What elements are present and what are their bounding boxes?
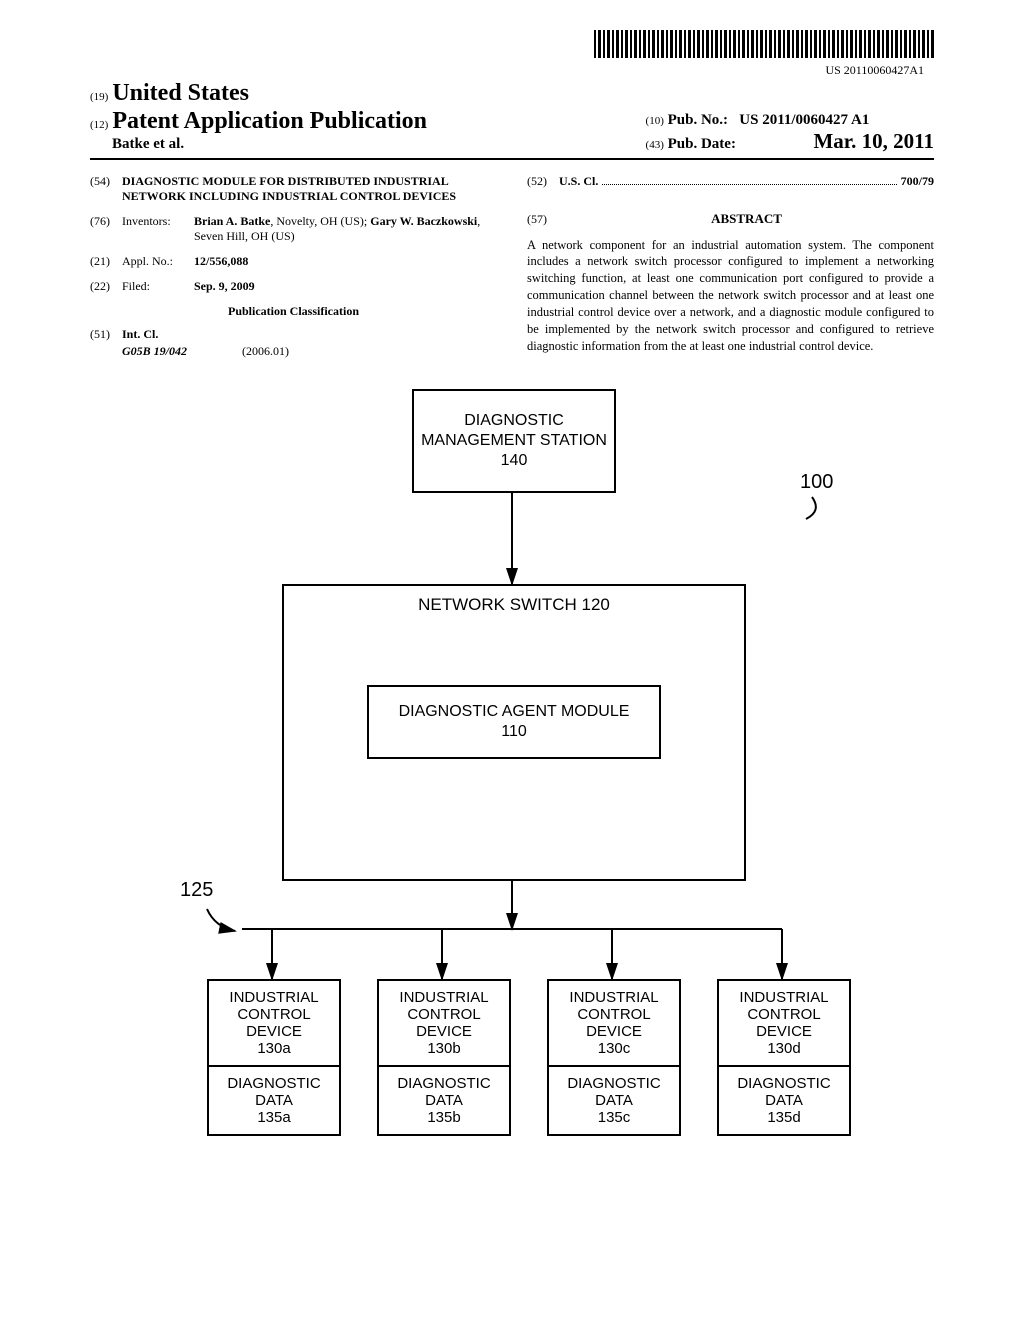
mgmt-num: 140 — [501, 451, 528, 471]
box-device-b: INDUSTRIAL CONTROL DEVICE 130b DIAGNOSTI… — [377, 979, 511, 1136]
intcl-date: (2006.01) — [242, 344, 289, 359]
intcl-class: G05B 19/042 — [122, 344, 242, 359]
code-19: (19) — [90, 91, 108, 103]
figure: 100 125 DIAGNOSTIC MANAGEMENT STATION 14… — [90, 389, 934, 1139]
barcode: US 20110060427A1 — [90, 30, 934, 78]
device-a-data-num: 135a — [213, 1109, 335, 1126]
mgmt-label: DIAGNOSTIC MANAGEMENT STATION — [414, 411, 614, 451]
device-c-data-label: DIAGNOSTIC DATA — [553, 1075, 675, 1109]
header-authors: Batke et al. — [112, 136, 184, 152]
country: United States — [112, 80, 249, 106]
device-d-data-num: 135d — [723, 1109, 845, 1126]
pubno-label: Pub. No.: — [668, 112, 728, 128]
device-b-label: INDUSTRIAL CONTROL DEVICE — [383, 989, 505, 1040]
box-mgmt-station: DIAGNOSTIC MANAGEMENT STATION 140 — [412, 389, 616, 493]
device-a-label: INDUSTRIAL CONTROL DEVICE — [213, 989, 335, 1040]
code-54: (54) — [90, 174, 122, 204]
pub-number: US 2011/0060427 A1 — [739, 112, 869, 128]
switch-label: NETWORK SWITCH 120 — [418, 594, 610, 615]
pub-date: Mar. 10, 2011 — [813, 129, 934, 153]
filed-date: Sep. 9, 2009 — [194, 279, 255, 293]
intcl-label: Int. Cl. — [122, 327, 158, 341]
appl-number: 12/556,088 — [194, 254, 248, 268]
code-57: (57) — [527, 212, 559, 227]
code-43: (43) — [646, 139, 664, 151]
abstract-text: A network component for an industrial au… — [527, 237, 934, 355]
abstract-heading: ABSTRACT — [559, 211, 934, 227]
device-b-data-num: 135b — [383, 1109, 505, 1126]
publication-type: Patent Application Publication — [112, 108, 427, 134]
filed-label: Filed: — [122, 279, 194, 294]
invention-title: DIAGNOSTIC MODULE FOR DISTRIBUTED INDUST… — [122, 174, 497, 204]
box-device-c: INDUSTRIAL CONTROL DEVICE 130c DIAGNOSTI… — [547, 979, 681, 1136]
inventor-2-name: Gary W. Baczkowski — [370, 214, 477, 228]
box-device-a: INDUSTRIAL CONTROL DEVICE 130a DIAGNOSTI… — [207, 979, 341, 1136]
device-d-num: 130d — [723, 1040, 845, 1057]
agent-num: 110 — [501, 722, 527, 742]
device-d-data-label: DIAGNOSTIC DATA — [723, 1075, 845, 1109]
bibliographic-data: (54) DIAGNOSTIC MODULE FOR DISTRIBUTED I… — [90, 174, 934, 359]
inventor-1-loc: , Novelty, OH (US); — [270, 214, 367, 228]
code-76: (76) — [90, 214, 122, 244]
code-21: (21) — [90, 254, 122, 269]
barcode-number: US 20110060427A1 — [90, 63, 934, 78]
device-a-num: 130a — [213, 1040, 335, 1057]
inventors-value: Brian A. Batke, Novelty, OH (US); Gary W… — [194, 214, 497, 244]
device-c-data-num: 135c — [553, 1109, 675, 1126]
ref-100: 100 — [800, 471, 833, 494]
device-b-num: 130b — [383, 1040, 505, 1057]
inventors-label: Inventors: — [122, 214, 194, 244]
device-b-data-label: DIAGNOSTIC DATA — [383, 1075, 505, 1109]
barcode-stripes — [594, 30, 934, 58]
applno-label: Appl. No.: — [122, 254, 194, 269]
code-22: (22) — [90, 279, 122, 294]
code-52: (52) — [527, 174, 559, 189]
uscl-label: U.S. Cl. — [559, 174, 598, 189]
uscl-value: 700/79 — [901, 174, 934, 189]
agent-label: DIAGNOSTIC AGENT MODULE — [399, 702, 630, 722]
ref-125: 125 — [180, 879, 213, 902]
device-c-num: 130c — [553, 1040, 675, 1057]
pubdate-label: Pub. Date: — [668, 136, 736, 152]
code-51: (51) — [90, 327, 122, 342]
box-network-switch: NETWORK SWITCH 120 DIAGNOSTIC AGENT MODU… — [282, 584, 746, 881]
device-a-data-label: DIAGNOSTIC DATA — [213, 1075, 335, 1109]
box-agent-module: DIAGNOSTIC AGENT MODULE 110 — [367, 685, 661, 759]
box-device-d: INDUSTRIAL CONTROL DEVICE 130d DIAGNOSTI… — [717, 979, 851, 1136]
inventor-1-name: Brian A. Batke — [194, 214, 270, 228]
device-c-label: INDUSTRIAL CONTROL DEVICE — [553, 989, 675, 1040]
device-d-label: INDUSTRIAL CONTROL DEVICE — [723, 989, 845, 1040]
code-10: (10) — [646, 115, 664, 127]
header: (19) United States (12) Patent Applicati… — [90, 80, 934, 160]
uscl-leader-dots — [602, 184, 896, 185]
code-12: (12) — [90, 119, 108, 131]
publication-classification-heading: Publication Classification — [90, 304, 497, 319]
